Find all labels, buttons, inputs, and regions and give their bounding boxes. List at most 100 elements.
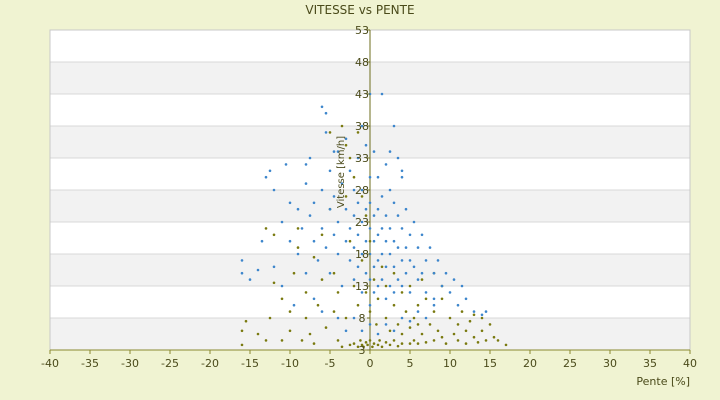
scatter-point-series-2	[404, 207, 408, 211]
scatter-point-series-1	[364, 214, 368, 217]
scatter-point-series-2	[360, 291, 364, 294]
scatter-point-series-2	[456, 303, 460, 307]
scatter-point-series-1	[388, 343, 392, 347]
scatter-point-series-2	[388, 252, 392, 256]
scatter-point-series-2	[448, 291, 452, 294]
scatter-point-series-1	[312, 342, 316, 345]
scatter-point-series-2	[344, 239, 348, 243]
scatter-point-series-2	[320, 188, 324, 192]
scatter-point-series-1	[378, 339, 381, 342]
x-tick-label: 30	[603, 357, 617, 370]
scatter-point-series-2	[384, 297, 388, 301]
scatter-point-series-2	[336, 220, 340, 224]
scatter-point-series-2	[324, 131, 328, 134]
scatter-point-series-2	[312, 297, 316, 301]
scatter-point-series-2	[392, 239, 396, 243]
scatter-point-series-1	[436, 329, 440, 333]
scatter-point-series-1	[440, 297, 444, 301]
x-tick-label: -20	[201, 357, 219, 370]
scatter-point-series-1	[332, 271, 336, 275]
scatter-point-series-1	[408, 284, 412, 288]
x-tick-label: -15	[241, 357, 259, 370]
scatter-point-series-1	[448, 316, 452, 320]
scatter-point-series-2	[388, 284, 392, 288]
y-tick-label: 23	[355, 216, 369, 229]
x-tick-label: 25	[563, 357, 577, 370]
scatter-point-series-1	[348, 239, 352, 243]
scatter-point-series-2	[384, 265, 388, 269]
scatter-point-series-1	[472, 313, 476, 317]
scatter-point-series-2	[352, 316, 356, 320]
scatter-point-series-1	[308, 332, 312, 336]
scatter-point-series-1	[432, 339, 436, 342]
x-tick-label: -25	[161, 357, 179, 370]
scatter-point-series-1	[388, 329, 392, 333]
scatter-point-series-2	[444, 271, 448, 275]
scatter-point-series-2	[472, 310, 476, 313]
x-tick-label: 0	[367, 357, 374, 370]
scatter-point-series-1	[244, 319, 248, 323]
scatter-point-series-2	[376, 175, 380, 179]
scatter-point-series-1	[312, 255, 316, 259]
y-tick-label: 53	[355, 24, 369, 37]
scatter-point-series-1	[432, 310, 436, 313]
chart-title: VITESSE vs PENTE	[305, 3, 415, 17]
scatter-point-series-1	[240, 343, 244, 347]
scatter-point-series-2	[396, 246, 400, 249]
scatter-point-series-1	[356, 345, 360, 349]
scatter-point-series-2	[392, 265, 396, 269]
scatter-point-series-1	[292, 271, 296, 275]
scatter-point-series-1	[352, 284, 356, 288]
scatter-point-series-2	[332, 150, 336, 153]
scatter-point-series-1	[356, 131, 360, 134]
scatter-point-series-2	[484, 310, 488, 313]
scatter-point-series-1	[392, 271, 396, 275]
scatter-point-series-2	[400, 175, 404, 179]
scatter-point-series-2	[312, 201, 316, 205]
scatter-point-series-1	[272, 281, 276, 285]
scatter-point-series-2	[400, 169, 404, 173]
scatter-point-series-2	[360, 124, 364, 128]
scatter-point-series-2	[360, 329, 364, 333]
y-tick-label: 38	[355, 120, 369, 133]
scatter-point-series-1	[362, 345, 365, 349]
scatter-point-series-2	[384, 163, 388, 166]
scatter-point-series-2	[288, 201, 292, 205]
scatter-point-series-2	[372, 239, 376, 243]
scatter-point-series-2	[280, 284, 284, 288]
scatter-point-series-1	[336, 339, 340, 342]
scatter-point-series-1	[340, 124, 344, 128]
scatter-point-series-2	[272, 265, 276, 269]
scatter-point-series-2	[376, 233, 380, 237]
scatter-point-series-1	[320, 233, 324, 237]
scatter-point-series-2	[308, 214, 312, 217]
y-tick-label: 8	[359, 312, 366, 325]
scatter-point-series-2	[292, 303, 296, 307]
scatter-point-series-2	[380, 278, 384, 281]
scatter-point-series-2	[372, 214, 376, 217]
scatter-point-series-1	[408, 326, 412, 329]
scatter-point-series-2	[268, 169, 272, 173]
scatter-point-series-2	[364, 271, 368, 275]
y-tick-label: 33	[355, 152, 369, 165]
scatter-point-series-2	[360, 220, 364, 224]
scatter-point-series-2	[392, 201, 396, 205]
scatter-point-series-2	[248, 278, 252, 281]
scatter-point-series-1	[375, 323, 378, 326]
x-tick-label: 35	[643, 357, 657, 370]
scatter-point-series-1	[420, 278, 424, 281]
x-tick-label: 20	[523, 357, 537, 370]
scatter-point-series-2	[324, 111, 328, 115]
scatter-point-series-1	[264, 227, 268, 230]
scatter-point-series-1	[336, 291, 340, 294]
scatter-point-series-1	[396, 323, 400, 326]
scatter-point-series-1	[264, 339, 268, 342]
scatter-point-series-2	[384, 239, 388, 243]
scatter-point-series-2	[356, 156, 360, 160]
scatter-point-series-2	[396, 278, 400, 281]
scatter-point-series-2	[440, 284, 444, 288]
scatter-point-series-1	[371, 345, 374, 349]
scatter-point-series-2	[428, 246, 432, 249]
scatter-point-series-2	[356, 233, 360, 237]
